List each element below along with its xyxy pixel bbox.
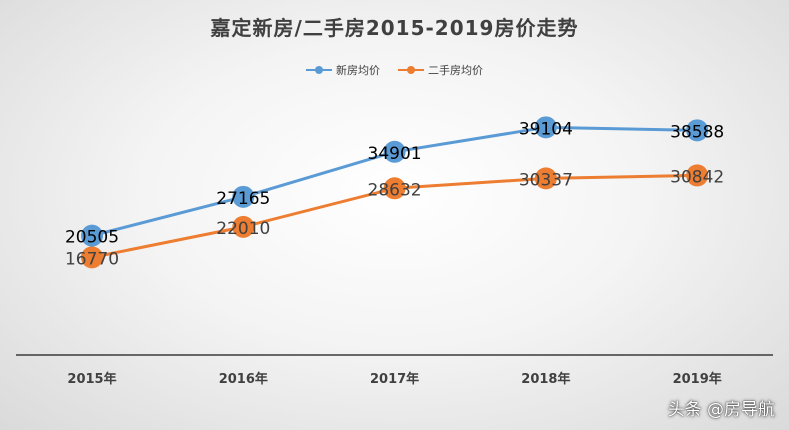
data-point xyxy=(232,185,255,208)
data-point xyxy=(686,119,709,142)
data-point xyxy=(81,246,103,269)
data-point xyxy=(534,116,557,139)
x-tick-label: 2015年 xyxy=(67,371,116,387)
data-label: 28632 xyxy=(368,180,422,200)
data-label: 22010 xyxy=(216,219,270,239)
data-point xyxy=(686,164,709,187)
watermark: 头条 @房导航 xyxy=(667,400,775,420)
data-label: 30337 xyxy=(519,170,573,190)
x-tick-label: 2017年 xyxy=(370,371,419,387)
chart-title: 嘉定新房/二手房2015-2019房价走势 xyxy=(210,16,579,40)
data-label: 39104 xyxy=(519,119,573,139)
legend: 新房均价 二手房均价 xyxy=(0,62,789,78)
data-label: 27165 xyxy=(216,189,270,209)
legend-item-new: 新房均价 xyxy=(306,62,380,78)
legend-item-resale: 二手房均价 xyxy=(398,62,483,78)
data-label: 20505 xyxy=(65,228,119,248)
data-point xyxy=(81,224,103,247)
legend-label-new: 新房均价 xyxy=(336,64,380,77)
x-tick-label: 2019年 xyxy=(673,371,722,387)
data-point xyxy=(383,140,406,163)
data-point xyxy=(232,215,255,238)
data-label: 34901 xyxy=(368,144,422,164)
x-tick-label: 2018年 xyxy=(521,371,570,387)
legend-swatch-new xyxy=(306,65,332,75)
data-label: 16770 xyxy=(65,249,119,269)
data-label: 38588 xyxy=(670,122,724,142)
data-label: 30842 xyxy=(670,167,724,187)
legend-label-resale: 二手房均价 xyxy=(428,64,483,77)
data-point xyxy=(534,167,557,190)
legend-swatch-resale xyxy=(398,65,424,75)
x-tick-label: 2016年 xyxy=(219,371,268,387)
data-point xyxy=(383,177,406,200)
